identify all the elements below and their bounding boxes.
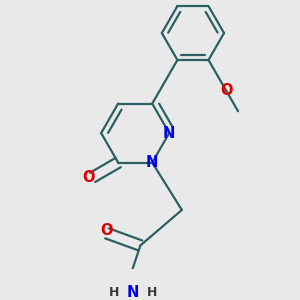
Text: O: O: [82, 170, 94, 185]
Text: N: N: [146, 155, 158, 170]
Text: O: O: [220, 83, 233, 98]
Text: N: N: [163, 126, 176, 141]
Text: H: H: [147, 286, 158, 299]
Text: H: H: [109, 286, 119, 299]
Text: N: N: [127, 285, 139, 300]
Text: O: O: [101, 223, 113, 238]
